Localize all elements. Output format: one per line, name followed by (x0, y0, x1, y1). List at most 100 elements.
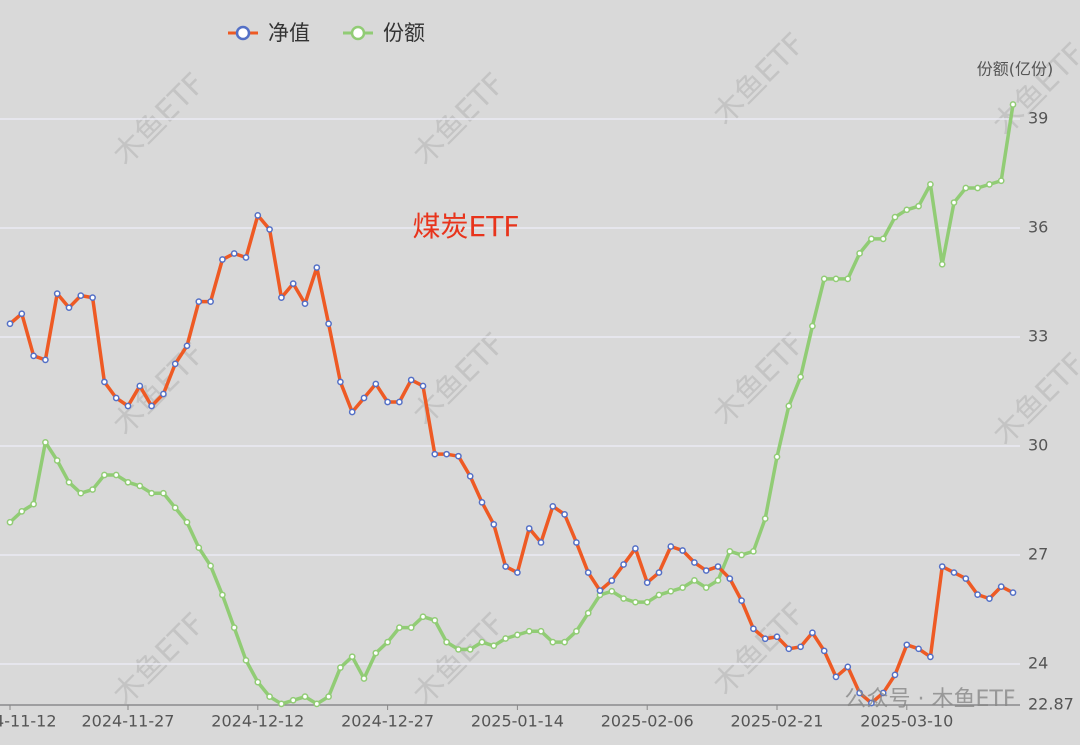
data-point (726, 575, 734, 582)
data-point (289, 280, 297, 287)
data-point (986, 595, 993, 602)
grid: 22.87 24 27 30 33 36 39 2024-11-12 2024-11-27 202… (0, 108, 1074, 731)
data-point (431, 616, 439, 624)
data-point (6, 518, 14, 526)
data-point (207, 298, 214, 306)
data-point (844, 275, 852, 283)
footer-watermark: 公众号 · 木鱼ETF (845, 687, 1016, 712)
data-point (620, 561, 627, 568)
data-point (278, 700, 285, 708)
x-tick-label: 2025-02-06 (601, 712, 694, 731)
data-point (183, 342, 191, 350)
data-point (455, 646, 462, 653)
data-point (112, 471, 120, 479)
data-point (655, 591, 663, 599)
data-point (101, 471, 108, 479)
data-point (136, 382, 144, 390)
data-point (478, 498, 486, 506)
data-point (53, 457, 61, 464)
x-tick-label: 2024-11-27 (82, 712, 175, 731)
data-point (903, 641, 911, 649)
data-point (667, 543, 675, 550)
data-point (761, 635, 769, 643)
y2-tick-label: 27 (1028, 544, 1048, 563)
legend-label: 份额 (383, 21, 425, 45)
data-point (289, 696, 297, 704)
data-point (561, 638, 568, 646)
data-point (490, 642, 498, 650)
data-point (927, 653, 934, 661)
data-point (1009, 589, 1017, 596)
data-point (620, 595, 627, 602)
data-point (514, 631, 521, 639)
data-point (915, 202, 922, 210)
data-point (750, 547, 757, 555)
data-point (773, 633, 781, 641)
data-point (856, 250, 863, 257)
data-point (301, 693, 309, 700)
data-point (407, 624, 415, 631)
data-point (997, 583, 1005, 590)
data-point (738, 551, 745, 559)
data-point (691, 559, 698, 566)
data-point (537, 627, 545, 635)
data-point (502, 563, 509, 570)
data-point (478, 638, 486, 646)
data-point (360, 394, 368, 402)
data-point (632, 545, 639, 552)
data-point (148, 402, 155, 410)
data-point (372, 380, 380, 388)
data-point (148, 489, 155, 497)
data-point (443, 638, 450, 646)
data-point (348, 653, 356, 661)
data-point (183, 518, 191, 526)
data-point (879, 235, 887, 243)
x-tick-label: 2024-11-12 (0, 712, 56, 731)
data-point (927, 181, 934, 188)
data-point (856, 689, 863, 697)
data-point (455, 452, 462, 460)
data-point (596, 587, 604, 594)
data-point (254, 212, 262, 219)
data-point (608, 587, 616, 595)
data-point (667, 587, 675, 595)
data-point (490, 521, 498, 528)
data-point (313, 700, 321, 708)
data-point (561, 511, 568, 518)
data-point (608, 577, 616, 584)
data-point (313, 264, 321, 271)
data-point (65, 478, 73, 486)
y2-tick-label: 36 (1028, 217, 1048, 236)
data-point (384, 398, 391, 406)
y2-tick-label: 39 (1028, 108, 1048, 127)
annotation: 煤炭ETF (413, 210, 520, 243)
data-point (124, 478, 132, 486)
data-point (266, 226, 273, 233)
data-point (136, 482, 144, 490)
data-point (549, 502, 557, 510)
data-point (278, 294, 285, 301)
data-point (537, 539, 545, 546)
data-point (691, 577, 698, 584)
data-point (643, 579, 651, 586)
data-point (549, 638, 557, 646)
data-point (18, 310, 26, 318)
data-point (750, 625, 757, 633)
data-point (42, 438, 49, 446)
data-point (820, 275, 828, 283)
data-point (573, 627, 580, 635)
data-point (53, 290, 61, 297)
data-point (171, 360, 179, 368)
data-point (195, 298, 203, 306)
legend-label: 净值 (268, 21, 310, 45)
data-point (101, 378, 108, 386)
data-point (679, 547, 686, 554)
data-point (384, 638, 391, 646)
data-point (938, 563, 946, 570)
data-point (702, 584, 710, 592)
data-point (407, 376, 415, 384)
data-point (655, 569, 663, 576)
data-point (195, 544, 203, 552)
data-point (372, 649, 380, 657)
